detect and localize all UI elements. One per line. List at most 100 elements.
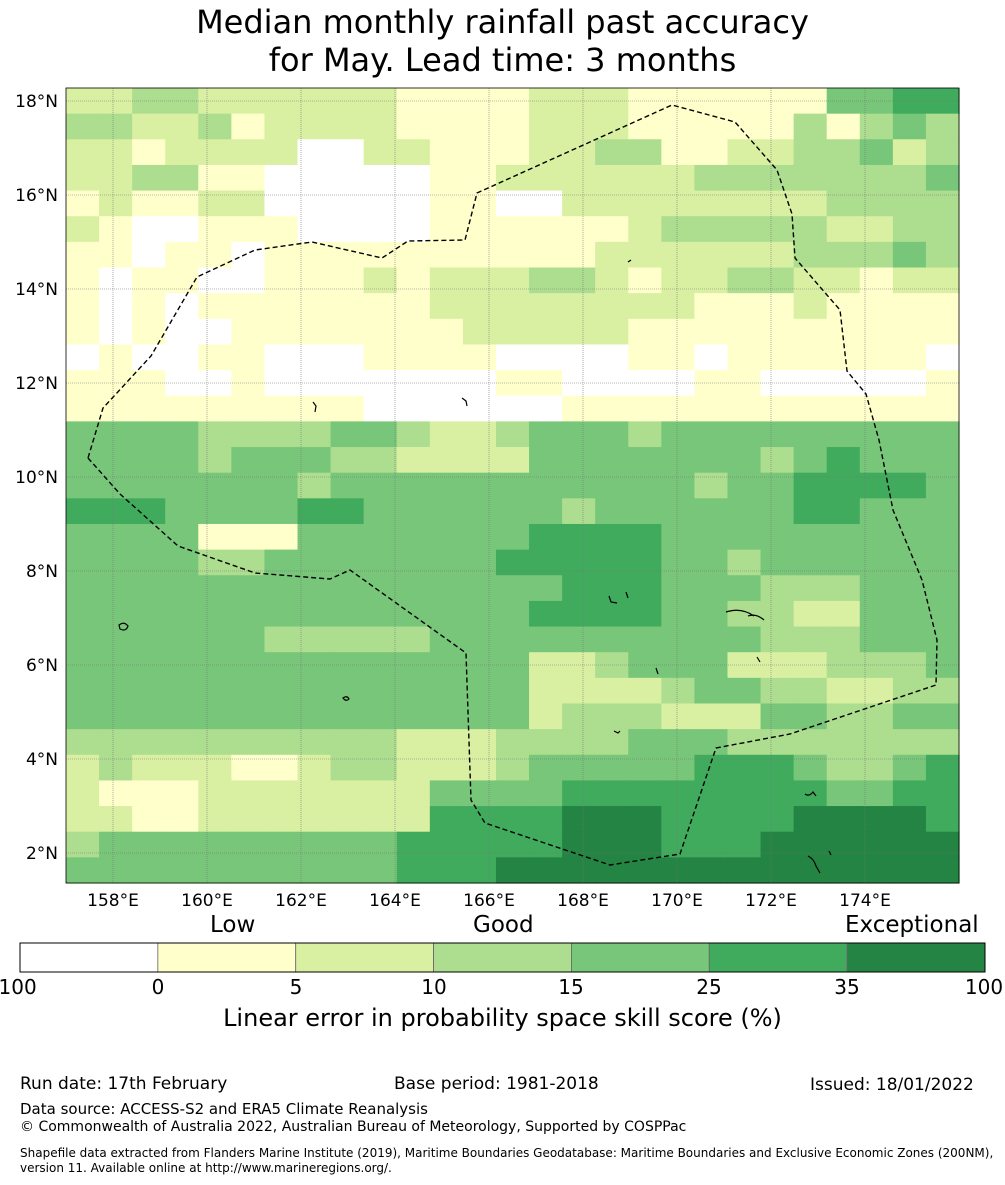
grid-cell: [826, 652, 861, 679]
grid-cell: [793, 139, 828, 166]
grid-cell: [165, 575, 199, 602]
grid-cell: [727, 344, 762, 371]
grid-cell: [925, 600, 960, 628]
grid-cell: [396, 113, 431, 140]
grid-cell: [396, 318, 431, 346]
grid-cell: [892, 88, 927, 115]
grid-cell: [330, 626, 365, 653]
grid-cell: [661, 164, 696, 192]
grid-cell: [661, 857, 696, 884]
island: [627, 259, 632, 263]
grid-cell: [595, 549, 629, 576]
grid-cell: [628, 780, 662, 807]
longitude-labels: 158°E 160°E 162°E 164°E 166°E 168°E 170°E 172°E…: [87, 891, 891, 911]
grid-cell: [462, 267, 497, 294]
grid-cell: [165, 113, 199, 140]
grid-cell: [363, 139, 398, 166]
grid-cell: [363, 677, 398, 705]
grid-cell: [529, 703, 563, 730]
grid-cell: [727, 395, 762, 422]
grid-cell: [595, 190, 629, 217]
grid-cell: [529, 652, 563, 679]
grid-cell: [760, 729, 795, 756]
grid-cell: [396, 575, 431, 602]
grid-cell: [826, 600, 861, 628]
grid-cell: [429, 857, 464, 884]
grid-cell: [165, 447, 199, 474]
grid-cell: [66, 395, 100, 422]
grid-cell: [231, 857, 266, 884]
colorbar-segment: [571, 942, 710, 973]
grid-cell: [661, 729, 696, 756]
grid-cell: [793, 190, 828, 217]
grid-cell: [495, 806, 530, 833]
grid-cell: [628, 677, 662, 705]
grid-cell: [297, 729, 332, 756]
grid-cell: [330, 421, 365, 448]
grid-cell: [99, 216, 133, 243]
grid-cell: [495, 857, 530, 884]
grid-cell: [859, 857, 894, 884]
grid-cell: [396, 754, 431, 782]
grid-cell: [760, 754, 795, 782]
grid-cell: [462, 472, 497, 499]
grid-cell: [462, 754, 497, 782]
grid-cell: [661, 575, 696, 602]
grid-cell: [826, 88, 861, 115]
grid-cell: [99, 729, 133, 756]
grid-cell: [297, 164, 332, 192]
grid-cell: [132, 600, 166, 628]
grid-cell: [694, 344, 729, 371]
grid-cell: [859, 523, 894, 551]
grid-cell: [760, 241, 795, 269]
grid-cell: [529, 395, 563, 422]
grid-cell: [628, 113, 662, 140]
grid-cell: [198, 421, 232, 448]
grid-cell: [793, 318, 828, 346]
grid-cell: [859, 421, 894, 448]
colorbar-segment: [433, 942, 572, 973]
grid-cell: [628, 267, 662, 294]
grid-cell: [562, 498, 596, 525]
grid-cell: [165, 729, 199, 756]
grid-cell: [925, 857, 960, 884]
grid-cell: [396, 523, 431, 551]
grid-cell: [231, 395, 266, 422]
grid-cell: [628, 806, 662, 833]
grid-cell: [826, 549, 861, 576]
grid-cell: [925, 652, 960, 679]
grid-cell: [925, 703, 960, 730]
grid-cell: [66, 549, 100, 576]
grid-cell: [165, 164, 199, 192]
grid-cell: [132, 395, 166, 422]
grid-cell: [396, 472, 431, 499]
grid-cell: [132, 113, 166, 140]
lat-label: 12°N: [15, 374, 58, 394]
map-frame: [65, 87, 960, 884]
grid-cell: [760, 370, 795, 397]
grid-cell: [132, 626, 166, 653]
grid-cell: [297, 677, 332, 705]
grid-cell: [661, 600, 696, 628]
grid-cell: [165, 344, 199, 371]
grid-cell: [628, 523, 662, 551]
grid-cell: [363, 729, 398, 756]
grid-cell: [66, 190, 100, 217]
grid-cell: [793, 472, 828, 499]
grid-cell: [694, 88, 729, 115]
grid-cell: [793, 831, 828, 858]
grid-cell: [694, 164, 729, 192]
grid-cell: [132, 472, 166, 499]
grid-cell: [231, 267, 266, 294]
grid-cell: [429, 164, 464, 192]
grid-cell: [495, 421, 530, 448]
grid-cell: [529, 806, 563, 833]
grid-cell: [495, 652, 530, 679]
grid-cell: [165, 395, 199, 422]
grid-cell: [859, 652, 894, 679]
grid-cell: [760, 857, 795, 884]
grid-cell: [760, 344, 795, 371]
copyright: © Commonwealth of Australia 2022, Austra…: [20, 1119, 687, 1135]
grid-cell: [495, 703, 530, 730]
grid-cell: [826, 626, 861, 653]
